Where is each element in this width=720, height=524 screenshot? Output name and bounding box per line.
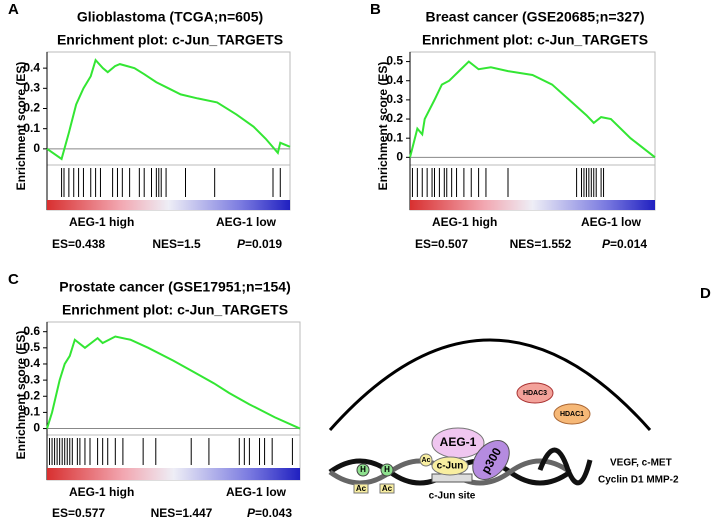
- low-label: AEG-1 low: [226, 485, 287, 499]
- ac-box: [379, 483, 395, 494]
- nes-stat: NES=1.447: [151, 506, 213, 519]
- rank-bar: [47, 468, 300, 480]
- y-tick-label: 0: [33, 421, 40, 435]
- rank-bar: [410, 200, 655, 210]
- y-tick-label: 0.1: [23, 121, 40, 135]
- panel-letter: C: [8, 271, 19, 288]
- gene-label: Cyclin D1 MMP-2: [598, 475, 679, 486]
- ac-box: [353, 483, 369, 494]
- panel-letter: B: [370, 1, 381, 18]
- high-label: AEG-1 high: [69, 485, 134, 499]
- p-value: =0.014: [610, 237, 647, 251]
- chart-title: Glioblastoma (TCGA;n=605): [77, 9, 263, 25]
- low-label: AEG-1 low: [581, 215, 642, 229]
- histone-label: H: [384, 465, 390, 474]
- p-stat: P=0.019: [237, 237, 282, 251]
- p-symbol: P: [247, 506, 256, 519]
- ac-label: Ac: [356, 484, 367, 493]
- panels: A Glioblastoma (TCGA;n=605) Enrichment plo…: [8, 1, 656, 520]
- y-tick-label: 0.1: [386, 130, 403, 144]
- y-tick-label: 0.6: [23, 324, 40, 338]
- high-label: AEG-1 high: [69, 215, 134, 229]
- chart-subtitle: Enrichment plot: c-Jun_TARGETS: [57, 32, 283, 48]
- y-tick-label: 0: [33, 141, 40, 155]
- gene-label: VEGF, c-MET: [610, 458, 672, 469]
- es-line: [46, 335, 301, 430]
- diagram: D HDAC3 HDAC1 AEG-1 p300 c-Jun Ac H H Ac…: [328, 285, 711, 502]
- es-stat: ES=0.507: [415, 237, 468, 251]
- es-stat: ES=0.438: [52, 237, 105, 251]
- y-axis-label: Enrichment score (ES): [376, 62, 390, 191]
- es-stat: ES=0.577: [52, 506, 105, 519]
- p-stat: P=0.014: [602, 237, 647, 251]
- p-value: =0.019: [245, 237, 282, 251]
- chart-subtitle: Enrichment plot: c-Jun_TARGETS: [422, 32, 648, 48]
- histone-label: H: [360, 465, 366, 474]
- ac-label: Ac: [422, 457, 431, 464]
- p-symbol: P: [602, 237, 611, 251]
- panel-letter: A: [8, 1, 19, 18]
- y-tick-label: 0.3: [23, 372, 40, 386]
- chart-title: Prostate cancer (GSE17951;n=154): [59, 279, 291, 295]
- nucleus-membrane: [328, 338, 652, 431]
- y-tick-label: 0: [396, 150, 403, 164]
- rank-bar: [47, 200, 290, 210]
- p-value: =0.043: [255, 506, 292, 519]
- y-tick-label: 0.2: [23, 101, 40, 115]
- aeg1-label: AEG-1: [440, 435, 477, 449]
- chart-title: Breast cancer (GSE20685;n=327): [425, 9, 644, 25]
- hdac3-shape: [516, 382, 554, 404]
- y-tick-label: 0.5: [23, 340, 40, 354]
- y-tick-label: 0.4: [386, 73, 403, 87]
- y-tick-label: 0.2: [23, 388, 40, 402]
- panel-letter: D: [700, 285, 711, 302]
- nes-stat: NES=1.5: [152, 237, 201, 251]
- hdac1-label: HDAC1: [560, 411, 584, 418]
- nes-stat: NES=1.552: [510, 237, 572, 251]
- site-label: c-Jun site: [429, 491, 476, 502]
- high-label: AEG-1 high: [432, 215, 497, 229]
- low-label: AEG-1 low: [216, 215, 277, 229]
- y-tick-label: 0.3: [23, 80, 40, 94]
- hdac1-shape: [553, 403, 591, 425]
- y-tick-label: 0.4: [23, 356, 40, 370]
- histone: [356, 463, 370, 477]
- hdac3-label: HDAC3: [523, 390, 547, 397]
- es-line: [46, 58, 291, 161]
- y-axis-label: Enrichment score (ES): [14, 62, 28, 191]
- ac-label: Ac: [382, 484, 393, 493]
- y-tick-label: 0.1: [23, 405, 40, 419]
- cjun-label: c-Jun: [437, 461, 464, 472]
- es-line: [409, 60, 656, 159]
- y-tick-label: 0.4: [23, 60, 40, 74]
- y-tick-label: 0.3: [386, 92, 403, 106]
- p-symbol: P: [237, 237, 246, 251]
- dna-loop: [537, 447, 593, 486]
- y-tick-label: 0.5: [386, 54, 403, 68]
- y-tick-label: 0.2: [386, 111, 403, 125]
- p-stat: P=0.043: [247, 506, 292, 519]
- p300-shape: [472, 440, 510, 480]
- ac-circle: [419, 453, 433, 467]
- cjun-shape: [431, 456, 469, 476]
- histone: [380, 463, 394, 477]
- chart-subtitle: Enrichment plot: c-Jun_TARGETS: [62, 302, 288, 318]
- y-axis-label: Enrichment score (ES): [14, 331, 28, 460]
